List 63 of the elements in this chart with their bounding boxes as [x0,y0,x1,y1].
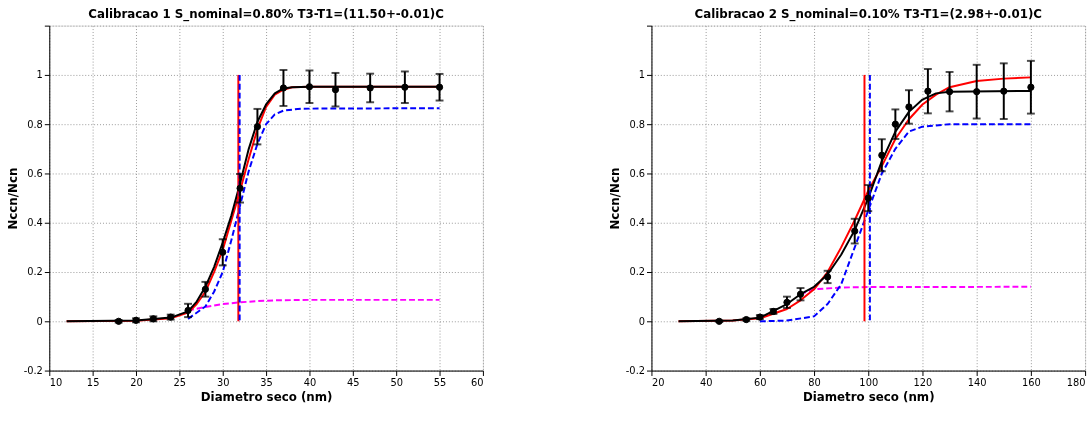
point [1000,87,1008,95]
x-tick-label: 40 [303,376,317,388]
chart-title: Calibracao 2 S_nominal=0.10% T3-T1=(2.98+-0.01)C [694,7,1042,23]
point [824,273,832,281]
chart-title: Calibracao 1 S_nominal=0.80% T3-T1=(11.50+-0.01)C [88,7,444,23]
x-tick-label: 80 [808,376,821,388]
point [924,87,932,95]
x-tick-label: 15 [86,376,100,388]
x-tick-label: 50 [390,376,403,388]
y-axis-title: Nccn/Ncn [607,167,622,230]
x-tick-label: 160 [1021,376,1041,388]
x-tick-label: 20 [130,376,143,388]
y-tick-label: 0 [36,315,43,327]
y-tick-label: -0.2 [625,365,646,377]
y-tick-label: 0.6 [629,167,646,179]
x-tick-label: 10 [49,376,63,388]
y-tick-label: 1 [36,69,43,81]
point [219,248,227,256]
y-tick-label: 0.4 [629,217,646,229]
y-tick-label: 0.2 [629,266,646,278]
point [435,83,444,91]
y-tick-label: 1 [638,69,646,81]
point [201,285,209,293]
point [905,103,913,111]
x-tick-label: 45 [347,376,360,388]
point [796,290,805,298]
point [401,83,409,91]
y-tick-label: 0.4 [27,217,43,229]
y-tick-label: 0.2 [27,266,43,278]
x-tick-label: 25 [173,376,187,388]
y-tick-label: 0.8 [27,118,43,130]
y-tick-label: -0.2 [23,365,43,377]
y-tick-label: 0.8 [629,118,646,130]
x-tick-label: 100 [859,376,879,388]
x-tick-label: 40 [699,376,713,388]
x-tick-label: 55 [433,376,447,388]
point [184,306,192,315]
x-tick-label: 20 [651,376,665,388]
x-tick-label: 180 [1066,376,1086,388]
x-tick-label: 30 [216,376,230,388]
x-tick-label: 35 [260,376,273,388]
x-axis-title: Diametro seco (nm) [200,389,333,404]
point [253,123,262,131]
point [878,151,886,159]
point [851,227,859,235]
point [945,88,954,96]
x-tick-label: 140 [967,376,987,388]
y-tick-label: 0.6 [27,167,43,179]
point [236,184,244,192]
x-axis-title: Diametro seco (nm) [802,389,935,404]
point [366,84,374,92]
point [864,194,872,202]
x-tick-label: 60 [754,376,767,388]
y-tick-label: 0 [638,315,646,327]
point [1027,83,1035,91]
point [279,84,288,92]
y-axis-title: Nccn/Ncn [5,167,20,230]
point [973,88,981,96]
x-tick-label: 60 [470,376,484,388]
point [891,120,899,128]
point [331,86,340,94]
x-tick-label: 120 [913,376,933,388]
point [305,83,314,91]
